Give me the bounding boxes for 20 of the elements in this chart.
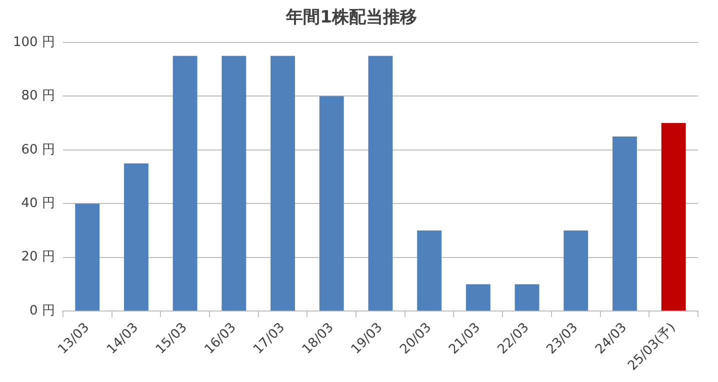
y-tick-label: 40 円 [21, 196, 55, 212]
y-tick-label: 100 円 [12, 34, 55, 50]
y-tick-label: 0 円 [30, 303, 55, 318]
chart-title: 年間1株配当推移 [285, 8, 417, 28]
bar [466, 284, 490, 311]
bar [661, 123, 686, 311]
bar [417, 230, 442, 311]
bar [612, 136, 637, 311]
bar [75, 204, 100, 311]
y-tick-label: 20 円 [21, 250, 55, 265]
y-tick-label: 60 円 [21, 142, 55, 158]
bar [270, 56, 295, 311]
bar [124, 163, 148, 311]
bar [172, 56, 198, 311]
bar [319, 96, 344, 311]
bar [222, 56, 246, 311]
bar [368, 56, 393, 311]
y-tick-label: 80 円 [21, 88, 55, 104]
bar [564, 230, 588, 311]
bar [514, 284, 540, 311]
